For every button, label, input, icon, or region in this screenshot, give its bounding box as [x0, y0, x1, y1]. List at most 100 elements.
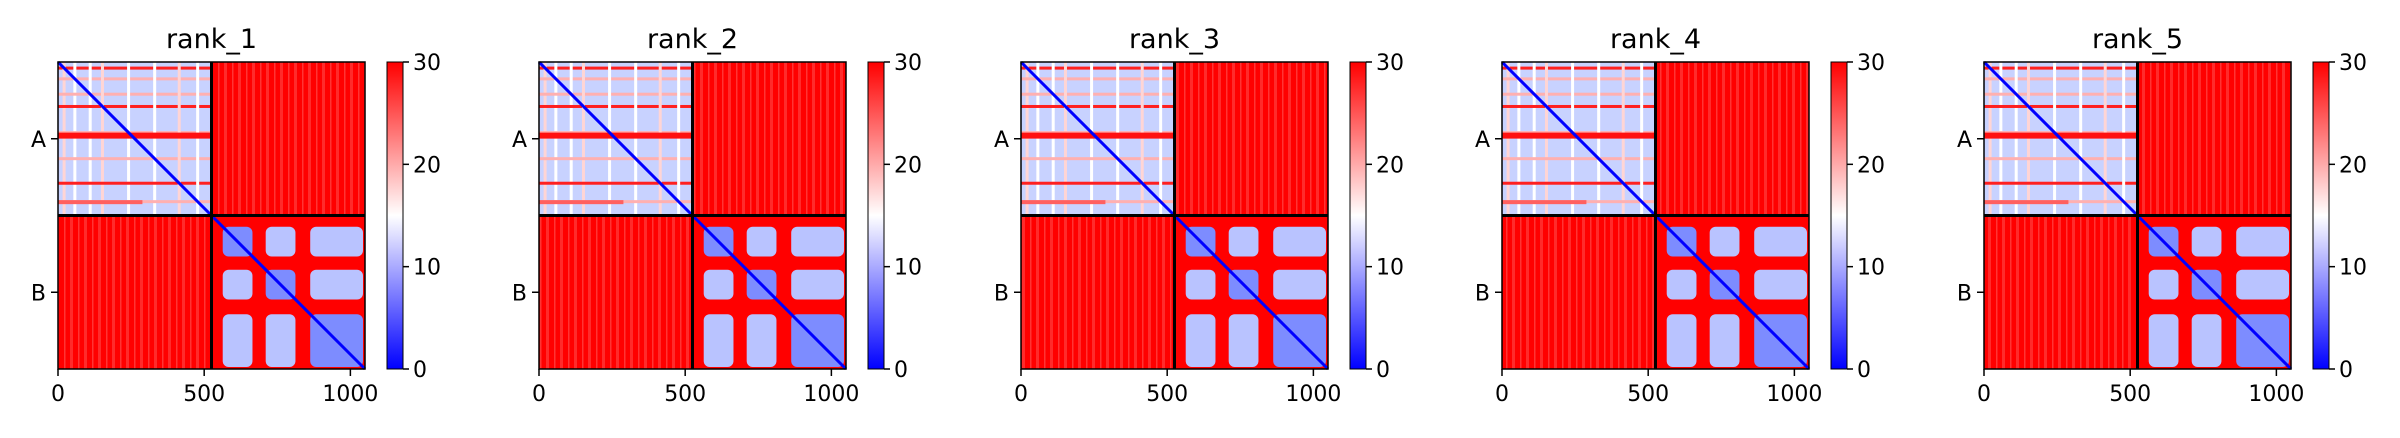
colorbar — [1349, 61, 1367, 370]
x-tick-label: 0 — [1495, 382, 1509, 407]
block-A-A-hstripe — [58, 131, 212, 135]
block-B-B-diagonal — [1173, 214, 1330, 371]
block-A-A-hstripe — [1984, 66, 2138, 70]
block-A-A-hstripe — [539, 104, 693, 108]
block-A-A-vstripe — [196, 62, 200, 216]
block-A-A-vstripe — [1063, 62, 1067, 216]
block-A-A-vstripe — [569, 62, 573, 216]
block-A-A-hstripe — [1021, 92, 1175, 96]
colorbar-tick-label: 20 — [413, 153, 441, 178]
chart-title: rank_4 — [1610, 24, 1701, 55]
block-B-B-domain — [746, 226, 777, 257]
block-A-A-hstripe — [1021, 104, 1175, 108]
block-A-A-vstripe — [1506, 62, 1510, 216]
block-A-A-vstripe — [1640, 62, 1644, 216]
block-A-A-band — [1021, 132, 1175, 139]
block-A-A-vstripe — [554, 62, 558, 216]
block-A-A-vstripe — [2122, 62, 2126, 216]
colorbar-tick-label: 0 — [1857, 358, 1871, 383]
block-A-A-vstripe — [677, 62, 681, 216]
block-A-A-diagonal — [1019, 60, 1176, 217]
x-tick-label: 0 — [532, 382, 546, 407]
x-tick-label: 0 — [51, 382, 65, 407]
block-A-A-band — [1502, 132, 1656, 139]
colorbar-tick-label: 10 — [1376, 256, 1404, 281]
y-tick-label: A — [31, 128, 46, 153]
block-A-A-vstripe — [2079, 62, 2083, 216]
colorbar-tick-label: 30 — [2339, 51, 2367, 76]
y-tick-label: B — [1475, 281, 1490, 306]
block-A-A-vstripe — [100, 62, 104, 216]
block-A-A-hstripe — [58, 92, 212, 96]
block-A-A-hstripe — [58, 157, 212, 161]
chart-title: rank_2 — [647, 24, 738, 55]
block-A-A-vstripe — [1571, 62, 1575, 216]
block-A-A-vstripe — [88, 62, 92, 216]
colorbar-tick-label: 30 — [1857, 51, 1885, 76]
block-B-B-domain — [2236, 226, 2289, 257]
x-tick-label: 500 — [2109, 382, 2151, 407]
block-B-B-domain — [2236, 269, 2289, 300]
x-tick-label: 500 — [1627, 382, 1669, 407]
block-A-A-hstripe — [1502, 92, 1656, 96]
block-A-A-band — [1021, 200, 1106, 205]
block-B-B-domain — [1228, 226, 1259, 257]
block-A-A-band — [1984, 200, 2069, 205]
block-A-A-vstripe — [1988, 62, 1992, 216]
panel-4: rank_4 0 500 1000 A B 0 10 20 30 — [1475, 24, 1885, 407]
x-tick-label: 1000 — [322, 382, 378, 407]
block-A-A-band — [539, 132, 693, 139]
block-A-A-band — [1502, 200, 1587, 205]
block-A-A-hstripe — [539, 66, 693, 70]
colorbar-tick-label: 20 — [1857, 153, 1885, 178]
block-A-A-hstripe — [539, 157, 693, 161]
block-A-B-texture — [2137, 62, 2291, 216]
block-A-A-hstripe — [58, 66, 212, 70]
block-A-A-band — [539, 200, 624, 205]
axes-frame — [1020, 61, 1329, 370]
block-B-B-diagonal — [210, 214, 367, 371]
block-A-A-vstripe — [177, 62, 181, 216]
colorbar-tick-label: 0 — [413, 358, 427, 383]
block-A-A-diagonal — [1982, 60, 2139, 217]
block-B-B-domain — [222, 269, 253, 300]
block-A-A-hstripe — [1984, 104, 2138, 108]
y-tick-label: A — [1957, 128, 1972, 153]
axes-frame — [57, 61, 366, 370]
colorbar-tick-label: 30 — [894, 51, 922, 76]
block-A-A-hstripe — [1984, 157, 2138, 161]
block-A-A-hstripe — [1502, 131, 1656, 135]
block-A-A-vstripe — [1621, 62, 1625, 216]
colorbar-tick-label: 10 — [894, 256, 922, 281]
block-B-B-domain — [703, 269, 734, 300]
y-tick-label: B — [512, 281, 527, 306]
block-A-A-hstripe — [1021, 77, 1175, 81]
block-B-B-domain — [222, 314, 253, 367]
block-A-A-vstripe — [2053, 62, 2057, 216]
chart-title: rank_3 — [1129, 24, 1220, 55]
block-A-A-hstripe — [539, 77, 693, 81]
block-A-A-vstripe — [62, 62, 66, 216]
block-B-B-domain — [1754, 226, 1807, 257]
block-A-A-hstripe — [539, 131, 693, 135]
x-tick-label: 500 — [1146, 382, 1188, 407]
block-A-A-vstripe — [1036, 62, 1040, 216]
block-A-B-texture — [1655, 62, 1809, 216]
block-A-A-vstripe — [1597, 62, 1601, 216]
panel-1: rank_1 0 500 1000 A B 0 10 20 30 — [31, 24, 441, 407]
block-A-A-hstripe — [1984, 92, 2138, 96]
block-A-A-hstripe — [1021, 157, 1175, 161]
block-A-A-hstripe — [1502, 77, 1656, 81]
panel-5: rank_5 0 500 1000 A B 0 10 20 30 — [1957, 24, 2367, 407]
block-B-B-domain — [1666, 269, 1697, 300]
block-A-A-hstripe — [1021, 181, 1175, 185]
block-B-B-domain — [1754, 269, 1807, 300]
block-A-A-vstripe — [543, 62, 547, 216]
block-A-B-texture — [211, 62, 365, 216]
chart-title: rank_5 — [2092, 24, 2183, 55]
block-A-A-diagonal — [537, 60, 694, 217]
colorbar-tick-label: 0 — [1376, 358, 1390, 383]
block-B-B-domain — [1709, 314, 1740, 367]
block-A-A-vstripe — [1159, 62, 1163, 216]
